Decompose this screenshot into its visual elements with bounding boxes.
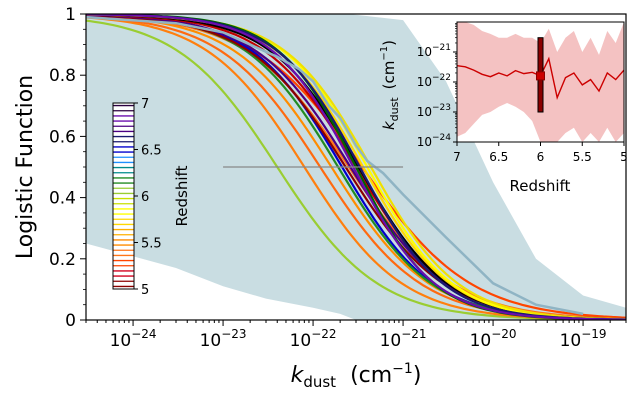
inset-y-tick-label: 10−21	[417, 43, 451, 59]
y-tick-label: 0	[65, 311, 76, 331]
colorbar-cell-bg	[113, 206, 134, 218]
colorbar-cell-bg	[113, 196, 134, 207]
logistic-curve-17	[86, 14, 626, 320]
colorbar-ticks: 7 6.5 6 5.5 5	[134, 97, 162, 298]
colorbar-cell-bg	[113, 258, 134, 269]
colorbar-tick-label: 6.5	[141, 144, 162, 159]
colorbar-cell-bg	[113, 113, 134, 125]
inset-y-tick-label: 10−24	[417, 133, 452, 149]
colorbar-cell-bg	[113, 103, 134, 114]
colorbar-tick-label: 7	[141, 97, 149, 112]
colorbar-tick-label: 5	[141, 283, 149, 298]
inset-y-tick-label: 10−22	[417, 73, 451, 89]
colorbar-cell-bg	[113, 216, 134, 228]
x-tick-label: 10−19	[560, 327, 607, 351]
inset-x-axis: 7 6.5 6 5.5 5	[453, 142, 628, 164]
colorbar-tick-label: 5.5	[141, 237, 162, 252]
inset-x-tick-label: 7	[453, 150, 461, 164]
main-y-axis: 0 0.2 0.4 0.6 0.8 1	[49, 5, 86, 331]
x-tick-label: 10−22	[290, 327, 337, 351]
inset-marker-point	[536, 71, 545, 81]
main-x-axis: 10−24 10−23 10−22 10−21 10−20 10−19	[85, 320, 627, 351]
colorbar-strip	[113, 103, 134, 290]
median-curve	[86, 15, 584, 316]
x-tick-label: 10−21	[380, 327, 427, 351]
x-tick-label: 10−20	[470, 327, 517, 351]
inset-y-tick-label: 10−23	[417, 103, 451, 119]
inset-x-tick-label: 6	[537, 150, 545, 164]
main-plot-marks	[86, 14, 626, 320]
colorbar-cell-bg	[113, 165, 134, 176]
x-tick-label: 10−23	[200, 327, 247, 351]
inset-x-axis-label: Redshift	[510, 177, 571, 195]
inset-x-tick-label: 5	[620, 150, 628, 164]
colorbar-cell-bg	[113, 268, 134, 280]
y-tick-label: 0.8	[49, 66, 76, 86]
main-y-axis-label: Logistic Function	[13, 75, 38, 259]
colorbar-cell-bg	[113, 278, 134, 290]
main-x-axis-label: kdust (cm−1)	[291, 361, 422, 391]
inset-plot-marks	[457, 22, 624, 142]
y-tick-label: 0.2	[49, 250, 76, 270]
colorbar-cell-bg	[113, 123, 134, 135]
y-tick-label: 1	[65, 5, 76, 25]
colorbar-cell-bg	[113, 227, 134, 238]
colorbar-cell-bg	[113, 144, 134, 156]
y-tick-label: 0.6	[49, 127, 76, 147]
inset-x-tick-label: 6.5	[489, 150, 508, 164]
y-tick-label: 0.4	[49, 189, 76, 209]
x-tick-label: 10−24	[110, 327, 157, 351]
inset-y-axis-label: kdust(cm−1)	[379, 40, 401, 130]
inset-x-tick-label: 5.5	[573, 150, 592, 164]
colorbar-cell-bg	[113, 185, 134, 197]
colorbar-tick-label: 6	[141, 190, 149, 205]
colorbar-cell-bg	[113, 237, 134, 249]
colorbar-title: Redshift	[173, 165, 191, 226]
colorbar-cell-bg	[113, 134, 134, 145]
colorbar-cell-bg	[113, 154, 134, 166]
colorbar: 7 6.5 6 5.5 5 Redshift	[112, 97, 191, 298]
inset-y-axis: 10−21 10−22 10−23 10−24	[417, 23, 457, 149]
colorbar-cell-bg	[113, 175, 134, 187]
colorbar-cell-bg	[113, 247, 134, 259]
